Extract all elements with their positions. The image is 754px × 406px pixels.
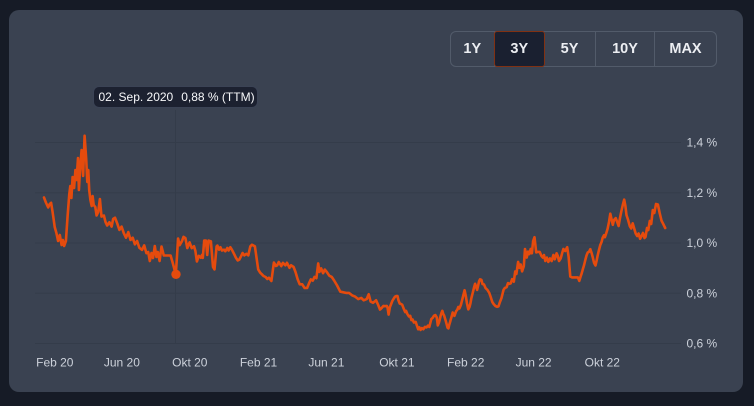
svg-text:Jun 20: Jun 20 <box>104 356 140 370</box>
svg-text:1,2 %: 1,2 % <box>687 186 718 200</box>
svg-text:1,0 %: 1,0 % <box>687 236 718 250</box>
svg-text:Jun 21: Jun 21 <box>308 356 344 370</box>
svg-text:0,8 %: 0,8 % <box>687 286 718 300</box>
svg-text:Okt 22: Okt 22 <box>585 356 621 370</box>
svg-text:Okt 21: Okt 21 <box>379 356 415 370</box>
svg-text:1,4 %: 1,4 % <box>687 136 718 150</box>
svg-text:Okt 20: Okt 20 <box>172 356 208 370</box>
svg-text:Feb 20: Feb 20 <box>36 356 74 370</box>
svg-text:Jun 22: Jun 22 <box>516 356 552 370</box>
svg-text:Feb 21: Feb 21 <box>240 356 278 370</box>
svg-text:0,6 %: 0,6 % <box>687 337 718 351</box>
svg-text:Feb 22: Feb 22 <box>447 356 485 370</box>
